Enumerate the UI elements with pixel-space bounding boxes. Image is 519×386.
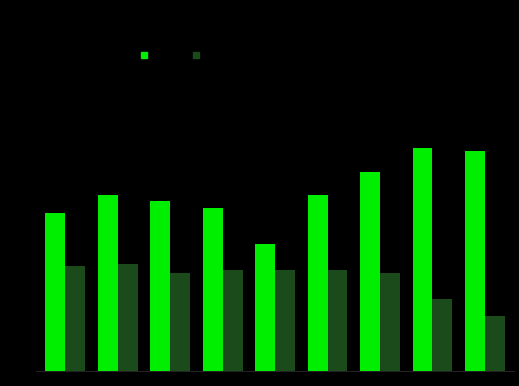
Bar (380, 273, 400, 371)
Bar (202, 208, 223, 371)
Bar (118, 264, 138, 371)
Bar (485, 316, 505, 371)
Bar (327, 270, 348, 371)
Bar (413, 148, 432, 371)
Bar (432, 299, 453, 371)
Bar (360, 173, 380, 371)
Bar (465, 151, 485, 371)
Bar (255, 244, 275, 371)
Bar (45, 213, 65, 371)
Bar (65, 266, 85, 371)
Bar (308, 195, 327, 371)
Bar (275, 270, 295, 371)
Bar (150, 201, 170, 371)
Bar (170, 273, 190, 371)
Bar (98, 195, 118, 371)
Bar (223, 270, 242, 371)
